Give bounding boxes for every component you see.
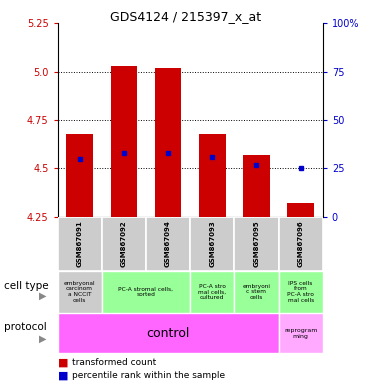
Bar [66,134,93,217]
Bar [234,271,279,313]
Text: PC-A stro
mal cells,
cultured: PC-A stro mal cells, cultured [198,283,226,300]
Text: ▶: ▶ [39,291,46,301]
Bar [58,217,102,271]
Text: GSM867093: GSM867093 [209,220,215,267]
Bar [146,217,190,271]
Bar [288,204,314,217]
Text: ■: ■ [58,358,68,368]
Text: GSM867092: GSM867092 [121,220,127,267]
Text: PC-A stromal cells,
sorted: PC-A stromal cells, sorted [118,286,173,297]
Text: transformed count: transformed count [72,358,157,367]
Text: control: control [146,327,190,339]
Text: embryonal
carcinom
a NCCIT
cells: embryonal carcinom a NCCIT cells [64,281,95,303]
Text: IPS cells
from
PC-A stro
mal cells: IPS cells from PC-A stro mal cells [287,281,314,303]
Text: protocol: protocol [4,322,46,332]
Text: reprogram
ming: reprogram ming [284,328,317,339]
Text: GSM867096: GSM867096 [298,220,304,267]
Text: percentile rank within the sample: percentile rank within the sample [72,371,226,380]
Bar [199,134,226,217]
Bar [234,217,279,271]
Text: ■: ■ [58,371,68,381]
Bar [190,217,234,271]
Text: GSM867095: GSM867095 [253,220,259,267]
Bar [279,313,323,353]
Bar [155,68,181,217]
Bar [102,217,146,271]
Text: cell type: cell type [4,280,48,291]
Text: embryoni
c stem
cells: embryoni c stem cells [243,283,270,300]
Bar [243,155,270,217]
Text: GSM867094: GSM867094 [165,220,171,267]
Bar [190,271,234,313]
Bar [58,271,102,313]
Bar [279,271,323,313]
Bar [111,66,137,217]
Text: GSM867091: GSM867091 [76,220,83,267]
Text: ▶: ▶ [39,334,46,344]
Text: GDS4124 / 215397_x_at: GDS4124 / 215397_x_at [110,10,261,23]
Bar [279,217,323,271]
Bar [58,313,279,353]
Bar [102,271,190,313]
